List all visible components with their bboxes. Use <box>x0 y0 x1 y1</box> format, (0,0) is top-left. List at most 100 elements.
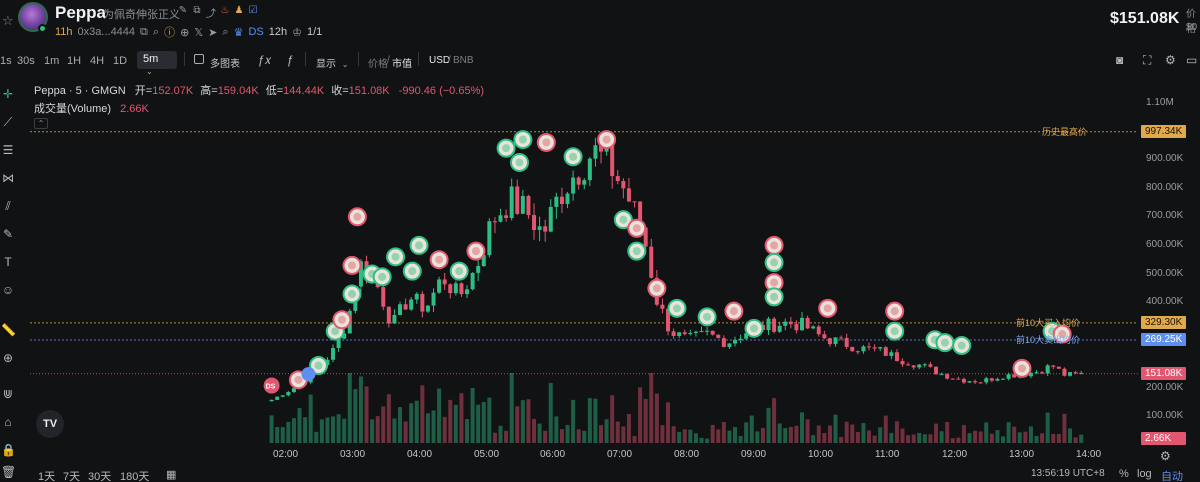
trade-marker-face <box>348 290 356 299</box>
candle-body <box>967 381 972 383</box>
fire-icon[interactable]: ♨ <box>220 5 230 16</box>
channel-icon[interactable]: ⫽ <box>5 199 11 213</box>
twitter-icon[interactable]: 𝕏 <box>194 26 204 39</box>
candle-body <box>1040 372 1045 374</box>
tf-1d[interactable]: 1D <box>113 55 128 67</box>
pitchfork-icon[interactable]: ⋈ <box>2 171 14 185</box>
trendline-icon[interactable]: ⟋ <box>3 115 13 129</box>
candle-body <box>666 308 671 332</box>
candle-body <box>537 226 542 231</box>
contract-address[interactable]: 0x3a...4444 <box>77 26 136 38</box>
favorite-star-icon[interactable]: ☆ <box>2 13 14 28</box>
magnet-icon[interactable]: ⋓ <box>2 387 14 401</box>
trash-icon[interactable]: 🗑 <box>1 465 17 479</box>
token-header-actions: ✎ ⧉ ⤴ ♨ ♟ ☑ <box>178 5 258 20</box>
volume-bar <box>504 430 509 443</box>
volume-bar <box>364 386 369 443</box>
volume-bar <box>867 430 872 443</box>
volume-bar <box>749 415 754 443</box>
tf-1s[interactable]: 1s <box>0 55 12 67</box>
trade-marker-face <box>957 341 966 350</box>
volume-bar <box>431 410 436 443</box>
volume-bar <box>660 425 665 443</box>
range-180d[interactable]: 180天 <box>120 471 150 482</box>
camera-icon[interactable]: ◙ <box>1116 53 1124 67</box>
telegram-icon[interactable]: ➤ <box>208 26 218 39</box>
brush-icon[interactable]: ✎ <box>2 227 14 241</box>
emoji-icon[interactable]: ☺ <box>1 283 15 297</box>
copy-icon[interactable]: ⧉ <box>193 5 201 16</box>
lock-draw-icon[interactable]: ⌂ <box>4 415 12 429</box>
crown-icon: ♔ <box>292 26 302 39</box>
percent-toggle[interactable]: % <box>1119 468 1129 480</box>
volume-bar <box>280 427 285 443</box>
ruler-icon[interactable]: 📏 <box>1 323 16 337</box>
search-social-icon[interactable]: ⌕ <box>222 25 229 38</box>
volume-bar <box>984 422 989 443</box>
tf-4h[interactable]: 4H <box>90 55 105 67</box>
log-toggle[interactable]: log <box>1137 468 1152 480</box>
candle-body <box>911 365 916 368</box>
utc-clock[interactable]: 13:56:19 UTC+8 <box>1031 468 1105 479</box>
multi-chart-checkbox[interactable] <box>194 54 204 64</box>
auto-toggle[interactable]: 自动 <box>1161 471 1183 482</box>
volume-bar <box>381 406 386 443</box>
volume-bar <box>593 398 598 443</box>
gear-icon[interactable]: ⚙ <box>1165 53 1176 67</box>
price-toggle[interactable]: 价格 <box>368 59 388 70</box>
tradingview-logo-icon[interactable]: TV <box>36 410 64 438</box>
zoom-in-icon[interactable]: ⊕ <box>2 351 14 365</box>
volume-bar <box>705 438 710 443</box>
volume-bar <box>1040 433 1045 443</box>
team-icon[interactable]: ♟ <box>234 5 244 16</box>
indicator-icon[interactable]: ƒ𝑥 <box>258 53 272 67</box>
display-menu[interactable]: 显示 ⌄ <box>316 55 348 70</box>
volume-bar <box>1006 422 1011 443</box>
candle-body <box>398 304 403 315</box>
chart-settings-icon[interactable]: ⚙ <box>1160 449 1171 463</box>
horizontal-lines-icon[interactable]: ☰ <box>2 143 14 157</box>
legend-high-label: 高= <box>200 85 218 97</box>
top10-sell-badge: 269.25K <box>1141 333 1186 346</box>
calendar-icon[interactable]: ▦ <box>166 469 177 481</box>
copy-address-icon[interactable]: ⧉ <box>140 25 148 38</box>
share-icon[interactable]: ⤴ <box>206 9 216 20</box>
trade-marker-avatar <box>764 253 784 273</box>
tf-1m[interactable]: 1m <box>44 55 60 67</box>
crosshair-icon[interactable]: ✛ <box>2 87 14 101</box>
search-icon[interactable]: ⌕ <box>152 25 160 38</box>
candle-body <box>448 284 453 294</box>
bnb-toggle[interactable]: BNB <box>453 55 474 66</box>
range-7d[interactable]: 7天 <box>63 471 81 482</box>
candle-body <box>660 304 665 309</box>
expand-icon[interactable]: ▭ <box>1186 53 1198 67</box>
tf-5m-active[interactable]: 5m ⌄ <box>137 51 177 76</box>
candle-body <box>476 266 481 273</box>
verified-icon[interactable]: ☑ <box>248 5 258 16</box>
usd-toggle[interactable]: USD <box>429 55 451 66</box>
trade-marker-face <box>750 324 758 333</box>
edit-icon[interactable]: ✎ <box>178 5 188 16</box>
globe-icon[interactable]: ⊕ <box>180 26 190 39</box>
tf-30s[interactable]: 30s <box>17 55 35 67</box>
lock-icon[interactable]: 🔒 <box>1 443 16 457</box>
candle-body <box>286 391 291 396</box>
candle-body <box>783 321 788 326</box>
fx-icon[interactable]: ƒ <box>287 53 294 67</box>
candle-body <box>816 326 821 335</box>
range-1d[interactable]: 1天 <box>38 471 56 482</box>
warning-icon[interactable]: ⓘ <box>164 27 176 39</box>
text-tool-icon[interactable]: T <box>4 255 12 269</box>
volume-bar <box>716 429 721 443</box>
multi-chart-label[interactable]: 多图表 <box>210 59 240 70</box>
collapse-legend-icon[interactable]: ⌃ <box>34 118 48 129</box>
tf-1h[interactable]: 1H <box>67 55 82 67</box>
fullscreen-icon[interactable]: ⛶ <box>1143 53 1152 67</box>
range-30d[interactable]: 30天 <box>88 471 112 482</box>
mcap-toggle[interactable]: 市值 <box>392 59 412 70</box>
x-tick: 08:00 <box>674 449 700 460</box>
chef-icon[interactable]: ♛ <box>233 26 244 39</box>
toolbar-divider <box>184 52 185 66</box>
candle-body <box>989 378 994 381</box>
